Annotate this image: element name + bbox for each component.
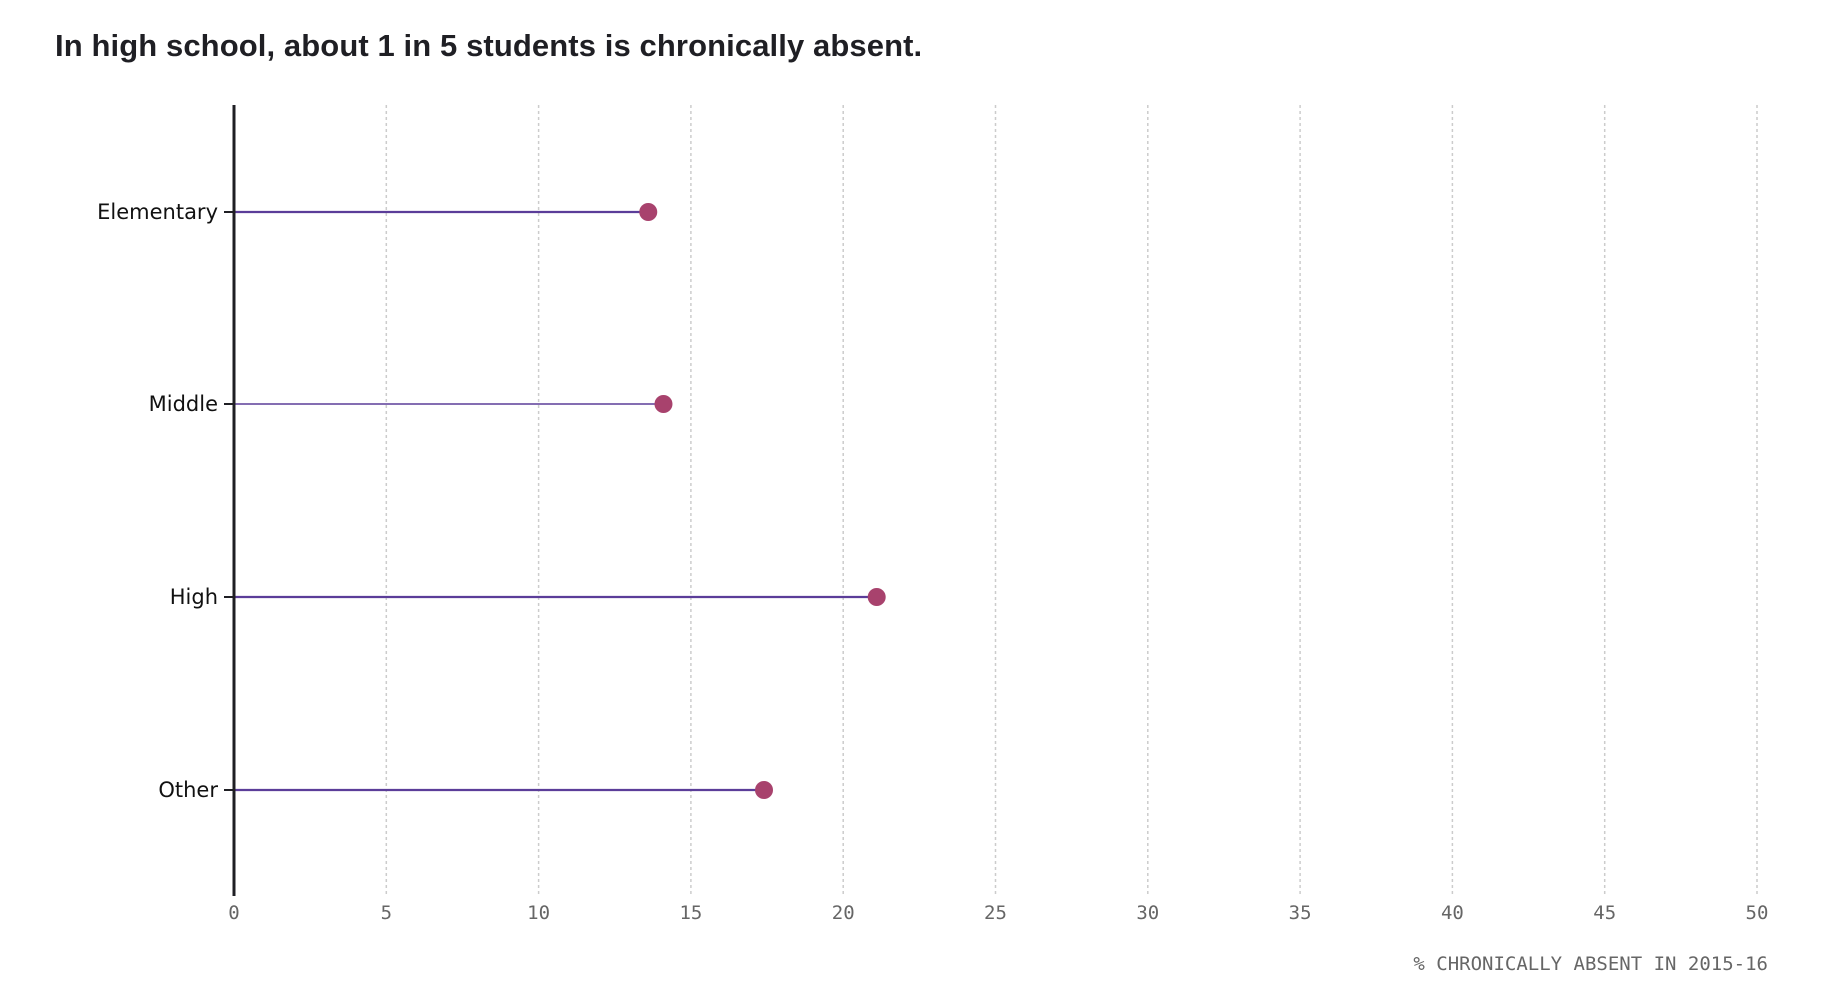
lollipop-dot [755, 781, 774, 799]
x-tick-label: 20 [832, 902, 855, 924]
gridlines [385, 105, 1758, 896]
data-rows: Elementary Middle High Other [97, 200, 886, 802]
data-row-high: High [170, 585, 886, 609]
category-label: Other [158, 778, 218, 802]
category-label: Elementary [97, 200, 218, 224]
x-tick-label: 50 [1746, 902, 1769, 924]
x-tick-label: 10 [527, 902, 550, 924]
lollipop-dot [654, 395, 673, 413]
x-tick-label: 40 [1441, 902, 1464, 924]
data-row-middle: Middle [149, 392, 673, 416]
data-row-other: Other [158, 778, 774, 802]
category-label: High [170, 585, 218, 609]
x-tick-label: 35 [1289, 902, 1312, 924]
x-tick-label: 0 [228, 902, 239, 924]
x-tick-label: 30 [1136, 902, 1159, 924]
x-tick-label: 5 [381, 902, 392, 924]
x-tick-label: 25 [984, 902, 1007, 924]
lollipop-dot [639, 203, 658, 221]
x-tick-label: 15 [679, 902, 702, 924]
lollipop-dot [867, 588, 886, 606]
x-axis-ticks: 0 5 10 15 20 25 30 35 40 45 50 [228, 902, 1768, 924]
category-label: Middle [149, 392, 218, 416]
chart-title: In high school, about 1 in 5 students is… [55, 28, 923, 63]
data-row-elementary: Elementary [97, 200, 658, 224]
x-axis-title: % CHRONICALLY ABSENT IN 2015-16 [1413, 953, 1768, 975]
x-tick-label: 45 [1593, 902, 1616, 924]
